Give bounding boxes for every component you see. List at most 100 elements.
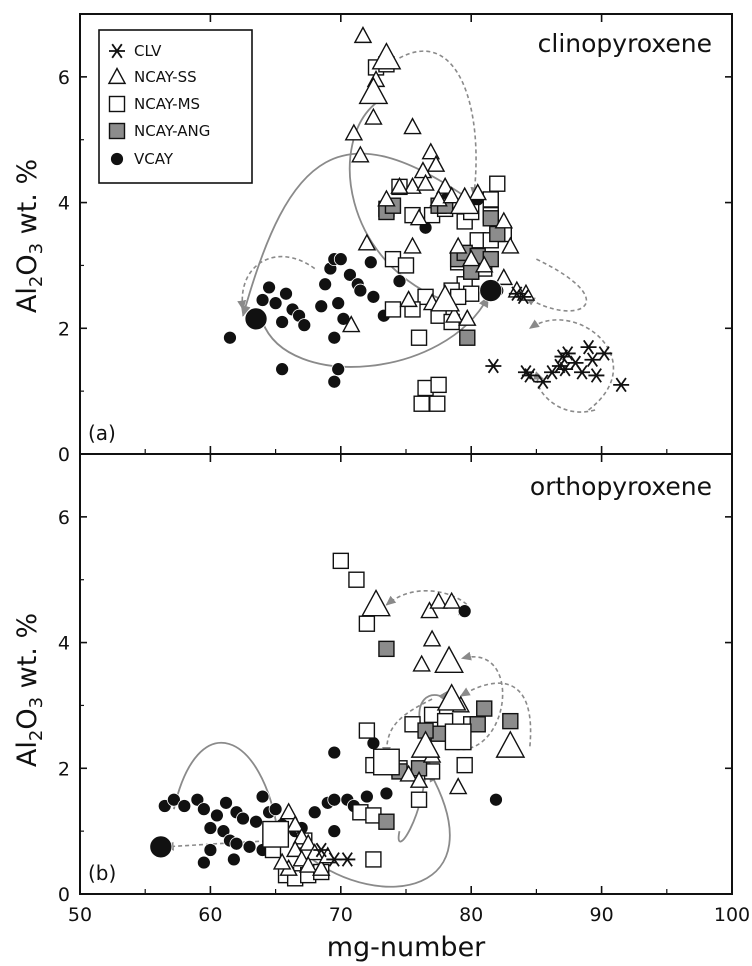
series-clv bbox=[485, 286, 630, 393]
point-ncay-ms bbox=[358, 722, 376, 739]
legend-item-ncay-ss: NCAY-SS bbox=[107, 67, 197, 86]
dashed-arrow bbox=[381, 698, 433, 757]
point-ncay-ss bbox=[285, 814, 305, 832]
point-clv bbox=[339, 852, 356, 867]
point-ncay-ss bbox=[403, 176, 422, 194]
point-layer bbox=[149, 552, 526, 887]
point-ncay-ss bbox=[413, 161, 433, 179]
dashed-arrow bbox=[163, 839, 274, 851]
point-ncay-ss bbox=[412, 654, 431, 672]
point-ncay-ang bbox=[378, 640, 395, 658]
x-axis-title: mg-number bbox=[327, 932, 486, 963]
x-tick-layer: 50 60 70 80 90 100 bbox=[68, 14, 750, 926]
point-ncay-ang bbox=[476, 700, 493, 717]
arrow-layer bbox=[237, 50, 615, 413]
y-axis-title: Al2O3 wt. % bbox=[12, 159, 47, 313]
y-tick-label: 2 bbox=[58, 318, 70, 340]
point-clv bbox=[559, 346, 576, 361]
point-ncay-ang bbox=[469, 716, 486, 733]
point-vcay bbox=[297, 318, 312, 333]
point-clv bbox=[485, 358, 502, 374]
enlarged-point-ncay-ss bbox=[361, 588, 391, 617]
y-axis-title: Al2O3 wt. % bbox=[12, 613, 47, 767]
enlarged-point-vcay bbox=[244, 307, 268, 331]
point-vcay bbox=[223, 330, 237, 345]
x-tick-label: 50 bbox=[68, 904, 92, 926]
point-vcay bbox=[318, 277, 333, 292]
y-tick-layer: 0 2 4 6 bbox=[58, 507, 732, 906]
point-ncay-ss bbox=[416, 173, 435, 191]
enlarged-points bbox=[244, 42, 503, 331]
solid-arrow bbox=[173, 742, 282, 836]
point-ncay-ss bbox=[351, 145, 370, 163]
dashed-arrow bbox=[532, 371, 596, 413]
point-vcay bbox=[275, 315, 290, 329]
point-vcay bbox=[392, 274, 407, 289]
enlarged-point-ncay-ss bbox=[410, 730, 441, 758]
point-ncay-ss bbox=[403, 117, 422, 135]
point-clv bbox=[580, 339, 597, 355]
enlarged-point-ncay-ss bbox=[436, 683, 467, 711]
enlarged-point-ncay-ms bbox=[372, 748, 400, 776]
arrow-layer bbox=[163, 589, 532, 888]
enlarged-point-ncay-ss bbox=[358, 76, 389, 105]
point-ncay-ss bbox=[474, 255, 494, 273]
legend-item-ncay-ms: NCAY-MS bbox=[108, 95, 200, 113]
series-clv bbox=[313, 842, 356, 867]
dashed-arrow bbox=[455, 651, 504, 751]
point-vcay bbox=[359, 789, 374, 804]
point-ncay-ss bbox=[390, 176, 409, 194]
legend: CLV NCAY-SS NCAY-MS NCAY-ANG VCAY bbox=[98, 29, 253, 184]
point-ncay-ss bbox=[442, 186, 461, 204]
enlarged-point-ncay-ms bbox=[262, 820, 290, 848]
point-vcay bbox=[203, 843, 218, 857]
point-vcay bbox=[327, 374, 342, 389]
panel-label: (a) bbox=[88, 421, 116, 445]
point-ncay-ss bbox=[458, 308, 477, 326]
legend-label: NCAY-SS bbox=[134, 68, 197, 86]
point-clv bbox=[544, 364, 561, 380]
point-vcay bbox=[279, 286, 293, 301]
point-ncay-ms bbox=[348, 571, 365, 588]
point-ncay-ss bbox=[341, 315, 361, 333]
point-ncay-ss bbox=[461, 249, 481, 267]
enlarged-point-ncay-ss bbox=[430, 284, 461, 312]
point-ncay-ms bbox=[410, 329, 428, 346]
point-clv bbox=[515, 289, 532, 305]
enlarged-point-ncay-ss bbox=[371, 42, 402, 70]
enlarged-point-vcay bbox=[479, 279, 503, 303]
point-vcay bbox=[327, 824, 342, 839]
point-vcay bbox=[331, 296, 346, 311]
point-vcay bbox=[255, 293, 270, 307]
legend-marker bbox=[108, 95, 126, 113]
point-ncay-ms bbox=[397, 257, 415, 274]
point-ncay-ss bbox=[399, 290, 418, 308]
point-ncay-ss bbox=[377, 189, 396, 207]
point-vcay bbox=[353, 283, 368, 298]
point-ncay-ms bbox=[456, 756, 473, 774]
point-vcay bbox=[242, 839, 257, 854]
point-ncay-ss bbox=[420, 601, 439, 619]
point-ncay-ss bbox=[344, 123, 364, 141]
panel-label: (b) bbox=[88, 861, 116, 885]
point-clv bbox=[534, 374, 551, 390]
legend-item-ncay-ang: NCAY-ANG bbox=[108, 122, 210, 140]
point-vcay bbox=[275, 362, 290, 377]
point-vcay bbox=[343, 267, 357, 282]
y-tick-label: 4 bbox=[58, 633, 70, 655]
point-ncay-ss bbox=[468, 183, 487, 201]
point-ncay-ss bbox=[311, 858, 331, 876]
legend-marker-clv bbox=[109, 43, 125, 59]
point-ncay-ss bbox=[403, 236, 422, 254]
y-tick-label: 6 bbox=[58, 507, 70, 529]
point-ncay-ss bbox=[357, 233, 377, 251]
legend-marker-ncay-ms bbox=[108, 95, 126, 113]
point-vcay bbox=[236, 811, 250, 826]
y-tick-label: 0 bbox=[58, 884, 70, 906]
point-clv bbox=[584, 352, 601, 368]
panel-title: orthopyroxene bbox=[530, 472, 712, 501]
point-ncay-ss bbox=[421, 142, 441, 160]
point-ncay-ang bbox=[502, 712, 519, 730]
legend-label: CLV bbox=[134, 42, 162, 60]
point-ncay-ms bbox=[429, 395, 446, 412]
